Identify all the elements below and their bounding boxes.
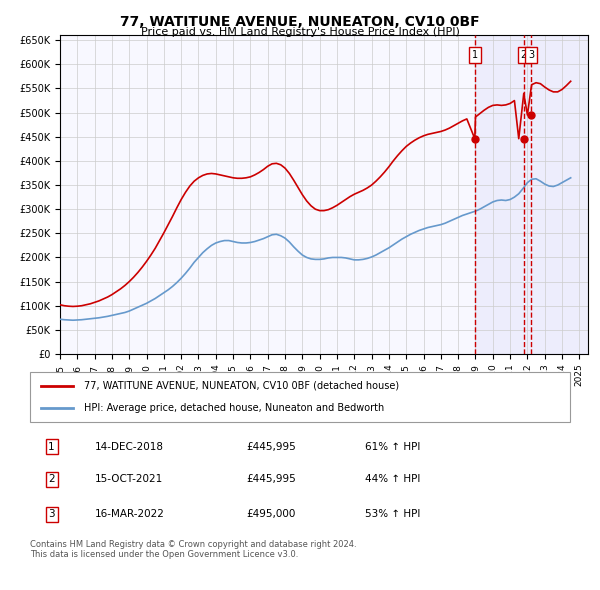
Text: 16-MAR-2022: 16-MAR-2022 (95, 509, 164, 519)
Text: 61% ↑ HPI: 61% ↑ HPI (365, 442, 420, 451)
Text: 77, WATITUNE AVENUE, NUNEATON, CV10 0BF: 77, WATITUNE AVENUE, NUNEATON, CV10 0BF (120, 15, 480, 29)
Text: 15-OCT-2021: 15-OCT-2021 (95, 474, 163, 484)
Text: 44% ↑ HPI: 44% ↑ HPI (365, 474, 420, 484)
Text: 14-DEC-2018: 14-DEC-2018 (95, 442, 164, 451)
Text: 2: 2 (521, 50, 527, 60)
Text: 77, WATITUNE AVENUE, NUNEATON, CV10 0BF (detached house): 77, WATITUNE AVENUE, NUNEATON, CV10 0BF … (84, 381, 399, 391)
FancyBboxPatch shape (30, 372, 570, 422)
Text: 1: 1 (472, 50, 478, 60)
Text: HPI: Average price, detached house, Nuneaton and Bedworth: HPI: Average price, detached house, Nune… (84, 403, 384, 413)
Text: 2: 2 (48, 474, 55, 484)
Text: £445,995: £445,995 (246, 442, 296, 451)
Text: 3: 3 (48, 509, 55, 519)
Bar (475, 35, 588, 354)
Text: £445,995: £445,995 (246, 474, 296, 484)
Text: Price paid vs. HM Land Registry's House Price Index (HPI): Price paid vs. HM Land Registry's House … (140, 27, 460, 37)
Text: Contains HM Land Registry data © Crown copyright and database right 2024.
This d: Contains HM Land Registry data © Crown c… (30, 540, 356, 559)
Text: 53% ↑ HPI: 53% ↑ HPI (365, 509, 420, 519)
Text: 1: 1 (48, 442, 55, 451)
Text: 3: 3 (528, 50, 534, 60)
Text: £495,000: £495,000 (246, 509, 295, 519)
